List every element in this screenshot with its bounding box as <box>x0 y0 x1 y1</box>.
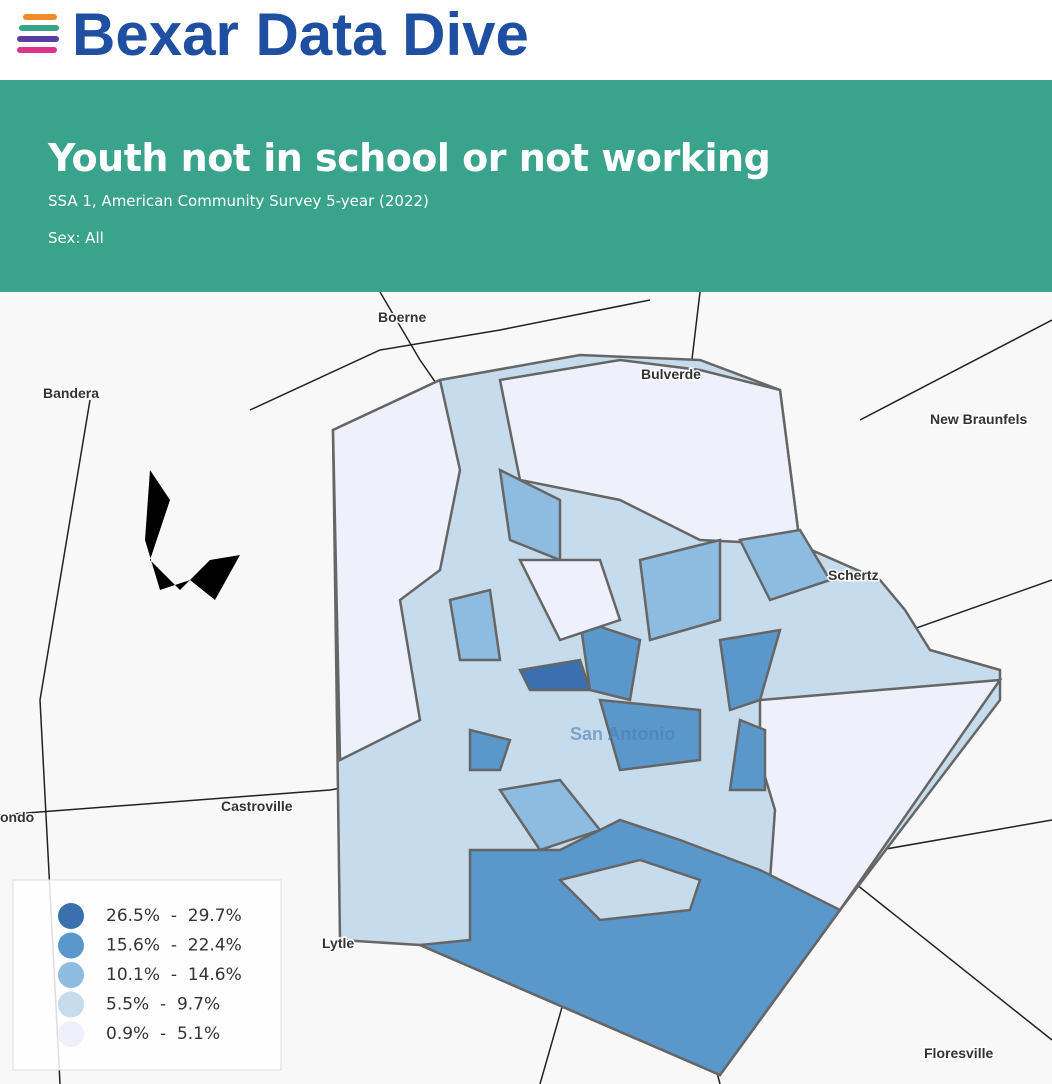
legend-label: 15.6% - 22.4% <box>106 936 242 956</box>
lake <box>145 470 240 600</box>
place-label: ondo <box>0 809 34 825</box>
logo-icon <box>17 14 59 53</box>
banner: Youth not in school or not working SSA 1… <box>0 80 1052 292</box>
filter: Sex: All <box>48 229 104 247</box>
legend-swatch <box>58 932 84 959</box>
legend-label: 26.5% - 29.7% <box>106 906 242 926</box>
tracts <box>331 353 1003 1077</box>
place-labels: Boerne Bulverde Bandera New Braunfels Sc… <box>0 308 1029 1063</box>
legend-label: 10.1% - 14.6% <box>106 965 242 985</box>
place-label: Floresville <box>924 1045 993 1061</box>
place-label: New Braunfels <box>930 411 1027 427</box>
header: Bexar Data Dive <box>0 0 1052 80</box>
legend-swatch <box>58 903 84 929</box>
legend: 26.5% - 29.7% 15.6% - 22.4% 10.1% - 14.6% 5… <box>12 879 282 1071</box>
legend-box <box>12 879 282 1071</box>
title: Youth not in school or not working <box>48 136 771 180</box>
legend-label: 0.9% - 5.1% <box>106 1024 220 1044</box>
legend-swatch <box>58 962 84 988</box>
map: Boerne Bulverde Bandera New Braunfels Sc… <box>0 292 1052 1084</box>
place-label: Castroville <box>221 798 293 814</box>
legend-swatch <box>58 991 84 1018</box>
legend-swatch <box>58 1021 84 1047</box>
subtitle: SSA 1, American Community Survey 5-year … <box>48 192 429 210</box>
place-label: Lytle <box>322 935 354 951</box>
legend-label: 5.5% - 9.7% <box>106 995 220 1015</box>
place-label: Bulverde <box>641 366 701 382</box>
place-label: San Antonio <box>570 724 675 744</box>
place-label: Bandera <box>43 385 99 401</box>
place-label: Schertz <box>828 567 879 583</box>
place-label: Boerne <box>378 309 426 325</box>
logo[interactable]: Bexar Data Dive <box>72 1 529 68</box>
